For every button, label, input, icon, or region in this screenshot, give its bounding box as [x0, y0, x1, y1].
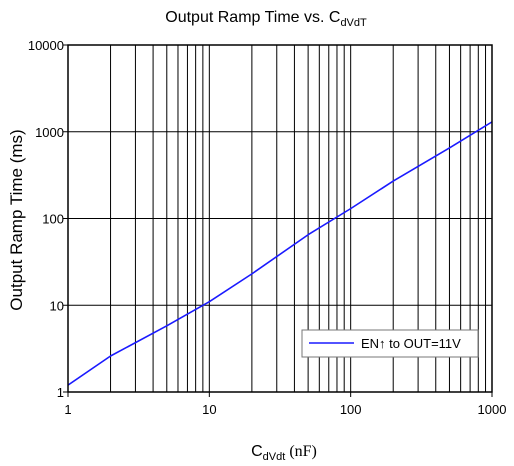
y-tick-label: 1 — [57, 385, 64, 400]
legend-label: EN↑ to OUT=11V — [361, 336, 461, 351]
y-tick-label: 1000 — [35, 125, 64, 140]
x-axis-label-subscript: dVdt — [263, 451, 286, 463]
x-tick-label: 100 — [340, 402, 362, 417]
x-axis-label-main: C — [251, 443, 263, 460]
chart-title: Output Ramp Time vs. CdVdT — [165, 9, 367, 29]
chart-title-subscript: dVdT — [340, 17, 367, 29]
x-axis-label: CdVdt (nF) — [251, 443, 317, 463]
x-axis-label-unit: (nF) — [285, 443, 317, 460]
y-tick-label: 100 — [42, 212, 64, 227]
y-tick-label: 10 — [50, 298, 64, 313]
x-tick-label: 10 — [202, 402, 216, 417]
y-tick-label: 10000 — [28, 38, 64, 53]
x-tick-label: 1000 — [478, 402, 507, 417]
y-axis-label: Output Ramp Time (ms) — [7, 129, 26, 310]
tick-labels: 1 10 100 1000 1 10 100 1000 10000 — [28, 38, 507, 417]
grid — [68, 45, 492, 392]
legend: EN↑ to OUT=11V — [301, 329, 479, 358]
chart-title-main: Output Ramp Time vs. C — [165, 9, 340, 26]
x-tick-label: 1 — [64, 402, 71, 417]
series-line — [67, 121, 493, 386]
series-layer — [67, 121, 493, 386]
